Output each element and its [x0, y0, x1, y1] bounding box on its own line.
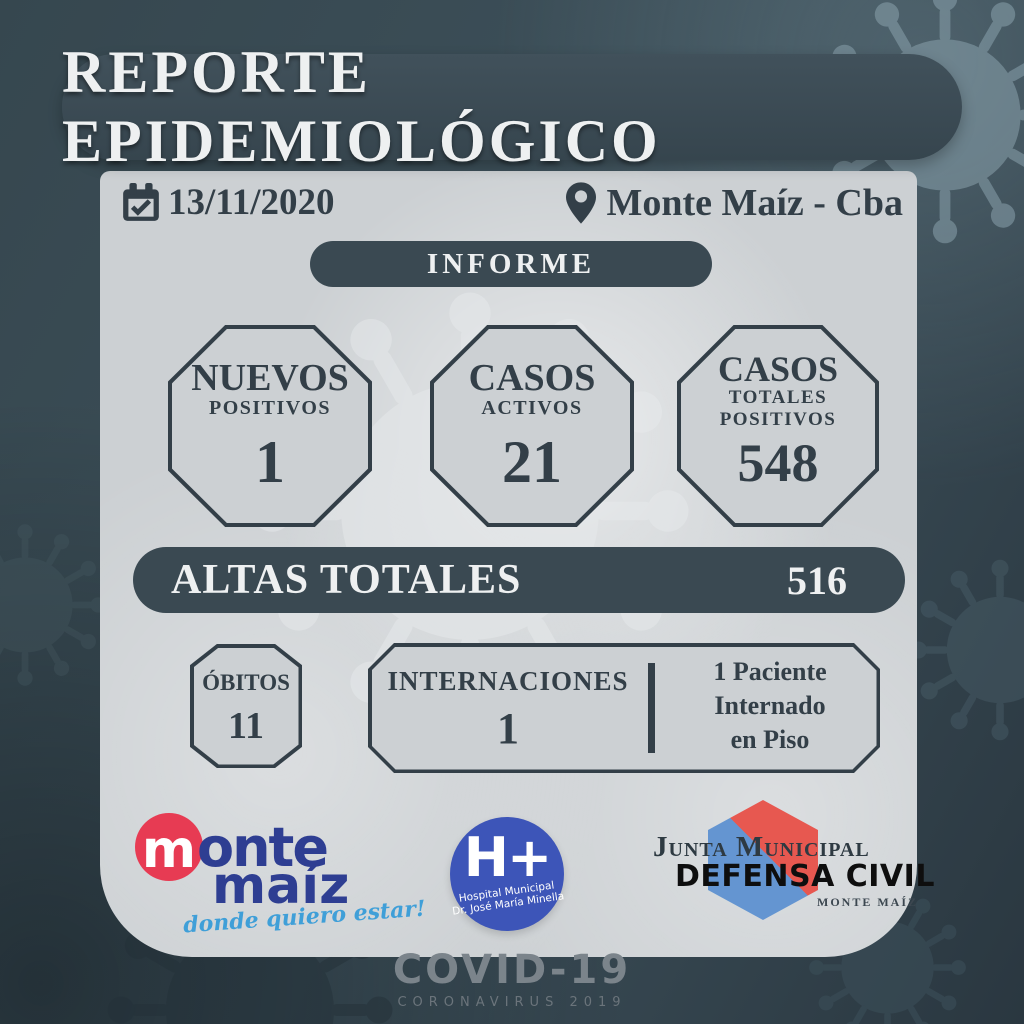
- obitos-label: ÓBITOS: [202, 669, 290, 695]
- defensa-civil-logo: Junta Municipal DEFENSA CIVIL MONTE MAÍZ: [645, 795, 934, 930]
- hospital-municipal-logo: H+ Hospital Municipal Dr. José María Min…: [450, 817, 564, 931]
- stat-value: 548: [737, 432, 819, 493]
- stat-title: NUEVOS: [191, 357, 349, 399]
- altas-label: ALTAS TOTALES: [171, 557, 522, 603]
- footer-subtitle: CORONAVIRUS 2019: [397, 995, 627, 1010]
- informe-label: INFORME: [426, 247, 596, 280]
- vertical-divider: [648, 663, 655, 753]
- stat-title: CASOS: [468, 357, 596, 399]
- report-location: Monte Maíz - Cba: [566, 181, 903, 225]
- stat-title: CASOS: [717, 349, 839, 389]
- altas-value: 516: [787, 557, 847, 603]
- stat-casos-activos: CASOS ACTIVOS 21: [430, 325, 634, 527]
- hplus-symbol: H+: [463, 826, 552, 889]
- stat-casos-totales: CASOS TOTALES POSITIVOS 548: [677, 325, 879, 527]
- defensa-civil-line1: Junta Municipal: [653, 831, 870, 863]
- internaciones-note: 1 Paciente Internado en Piso: [713, 657, 827, 754]
- stat-obitos: ÓBITOS 11: [190, 644, 302, 768]
- page-title: REPORTE EPIDEMIOLÓGICO: [62, 39, 661, 174]
- altas-totales-bar: ALTAS TOTALES 516: [133, 547, 905, 613]
- footer: COVID-19 CORONAVIRUS 2019: [0, 948, 1024, 1010]
- stat-value: 21: [502, 429, 562, 495]
- stat-subtitle: POSITIVOS: [208, 397, 332, 419]
- location-text: Monte Maíz - Cba: [606, 182, 903, 224]
- monte-maiz-logo: m onte maíz donde quiero estar!: [133, 812, 426, 938]
- monte-maiz-m-badge: m: [135, 813, 203, 881]
- stat-subtitle: ACTIVOS: [481, 397, 583, 419]
- obitos-value: 11: [228, 704, 264, 747]
- calendar-check-icon: [123, 182, 159, 221]
- stat-internaciones: INTERNACIONES 1 1 Paciente Internado en …: [368, 643, 880, 773]
- date-text: 13/11/2020: [168, 182, 335, 223]
- report-date: 13/11/2020: [120, 181, 335, 224]
- footer-title: COVID-19: [392, 947, 632, 993]
- stat-subtitle: TOTALES POSITIVOS: [719, 387, 837, 430]
- location-pin-icon: [566, 182, 597, 224]
- stat-value: 1: [255, 429, 285, 495]
- stat-nuevos-positivos: NUEVOS POSITIVOS 1: [168, 325, 372, 527]
- defensa-civil-line3: MONTE MAÍZ: [817, 895, 918, 909]
- internaciones-value: 1: [497, 704, 519, 753]
- virus-decoration-icon: [0, 520, 110, 690]
- defensa-civil-line2: DEFENSA CIVIL: [675, 859, 935, 894]
- report-card: 13/11/2020 Monte Maíz - Cba INFORME NUEV…: [100, 171, 934, 957]
- internaciones-label: INTERNACIONES: [387, 666, 629, 696]
- virus-decoration-icon: [905, 555, 1024, 745]
- informe-banner: INFORME: [310, 241, 712, 287]
- header-banner: REPORTE EPIDEMIOLÓGICO: [62, 39, 962, 174]
